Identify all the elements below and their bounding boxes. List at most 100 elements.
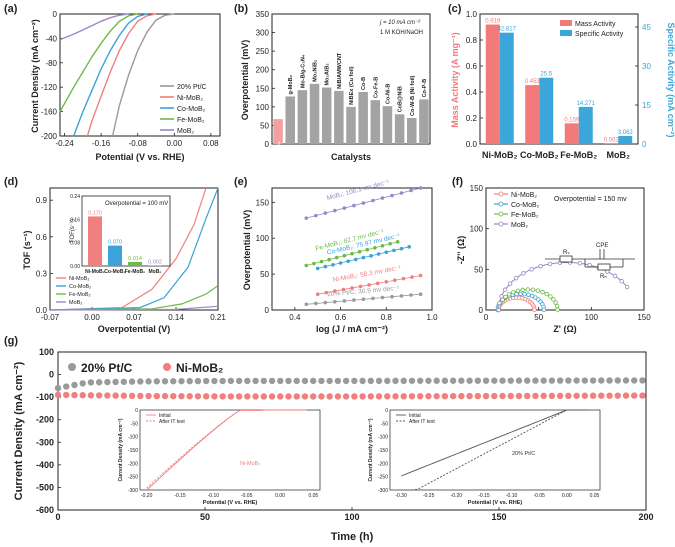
panel-f-note: Overpotential = 150 mv (554, 196, 627, 203)
legend-marker-3 (498, 221, 504, 227)
stability-point-0 (211, 377, 218, 385)
inset-category-0: Ni-MoB₂ (85, 269, 105, 275)
inset-value-2: 0.014 (128, 256, 142, 262)
bar-label-2: Mo-B/g-C₃N₄ (300, 54, 306, 88)
panel-g-label: (g) (4, 335, 18, 347)
stability-point-0 (631, 377, 638, 384)
stability-point-0 (170, 378, 177, 385)
stability-point-0 (178, 377, 185, 385)
stability-point-0 (244, 377, 251, 385)
stability-point-0 (449, 377, 457, 384)
legend-marker-2 (498, 211, 504, 217)
legend-label-1: Co-MoB₂ (511, 202, 540, 209)
legend-label-0: 20% Pt/C (177, 84, 207, 91)
stability-point-0 (482, 377, 490, 384)
bar-4 (321, 87, 332, 144)
stability-point-0 (598, 377, 605, 384)
stability-point-1 (499, 392, 506, 400)
inset-ytick: -300 (128, 488, 138, 494)
stability-point-0 (309, 377, 317, 385)
bar-label-4: Mo₂AlB₂ (325, 63, 331, 86)
y-tick-label: -200 (36, 415, 54, 425)
stability-point-0 (252, 377, 259, 385)
stability-point-0 (219, 377, 226, 385)
stability-point-0 (120, 378, 128, 385)
legend-label-4: MoB₂ (177, 128, 194, 135)
fit-line-3 (317, 275, 421, 295)
stability-point-1 (120, 392, 128, 399)
inset-legend-label-0: Initial (409, 413, 421, 419)
inset-bar-2 (128, 261, 142, 266)
stability-point-1 (202, 393, 210, 400)
inset-ytick: 0.00 (70, 264, 80, 270)
inset-ylabel: Current Density (mA cm⁻²) (368, 418, 374, 481)
data-point-2 (525, 287, 531, 292)
inset-xtick: -0.05 (241, 493, 253, 499)
inset-xtick: 0.05 (590, 493, 600, 499)
inset-xtick: 0.00 (562, 493, 572, 499)
stability-point-1 (128, 392, 136, 400)
panel-g-xlabel: Time (h) (331, 531, 374, 543)
slope-annotation-4: 20% Pt/C: 30.9 mv dec⁻¹ (327, 285, 400, 298)
stability-point-1 (425, 393, 432, 400)
bar-11 (407, 118, 417, 144)
x-tick-label: -0.24 (55, 139, 74, 148)
x-tick-label: 0.00 (84, 313, 100, 322)
stability-point-0 (499, 377, 506, 384)
stability-point-0 (268, 377, 276, 385)
legend-swatch-0 (560, 20, 572, 26)
data-point-1 (541, 307, 547, 312)
data-point-3 (499, 294, 504, 299)
bar-2 (297, 90, 308, 144)
y-right-tick-label: 30 (642, 62, 651, 71)
x-tick-label: 0.6 (335, 313, 347, 322)
stability-point-1 (112, 392, 119, 399)
bar-label-9: Co-Ni-B (385, 84, 391, 104)
circuit-cpe: CPE (596, 243, 608, 249)
stability-point-1 (466, 392, 473, 400)
inset-ytick: -100 (128, 435, 138, 441)
data-point-3 (547, 261, 553, 267)
y-tick-label: 0 (53, 10, 58, 19)
data-point-1 (518, 291, 523, 297)
x-tick-label: 100 (344, 512, 359, 522)
fit-line-4 (306, 293, 421, 305)
panel-e-label: (e) (234, 176, 248, 188)
stability-point-0 (384, 377, 391, 385)
inset-ytick: 0 (135, 408, 138, 414)
stability-point-0 (614, 377, 621, 384)
stability-point-1 (565, 392, 572, 400)
stability-point-1 (589, 392, 597, 399)
data-point-2 (535, 288, 541, 293)
y-tick-label: -80 (45, 59, 57, 68)
inset-xtick: -0.05 (534, 493, 546, 499)
inset-title: Overpotential = 100 mV (105, 201, 168, 207)
y-tick-label: 0.0 (36, 306, 48, 315)
panel-b-ylabel: Overpotential (mV) (240, 40, 250, 121)
spec-bar-2 (578, 106, 593, 144)
data-point-2 (407, 245, 411, 249)
data-point-3 (538, 263, 543, 269)
data-point-3 (502, 287, 508, 292)
inset-value-0: 0.170 (88, 210, 102, 216)
panel-d-xlabel: Overpotential (V) (98, 324, 171, 334)
inset-initial-curve (400, 409, 589, 477)
stability-point-0 (375, 377, 383, 385)
stability-point-1 (548, 392, 556, 400)
inset-ytick: -200 (128, 461, 138, 467)
stability-point-1 (79, 392, 86, 399)
bar-label-5: NiB/AMWCNT (337, 52, 343, 89)
y-tick-label: 0.9 (36, 196, 48, 205)
stability-point-0 (433, 377, 440, 384)
stability-point-1 (153, 392, 160, 400)
stability-point-1 (54, 391, 62, 399)
legend-label-2: Co-MoB₂ (177, 106, 206, 113)
inset-legend-label-1: After IT test (159, 419, 185, 425)
stability-point-1 (170, 392, 177, 400)
inset-xtick: -0.10 (506, 493, 518, 499)
inset-bar-3 (148, 265, 162, 266)
data-point-1 (522, 291, 527, 297)
x-tick-label: 0.08 (203, 139, 219, 148)
inset-ytick: -100 (378, 435, 388, 441)
inset-frame (139, 409, 321, 491)
